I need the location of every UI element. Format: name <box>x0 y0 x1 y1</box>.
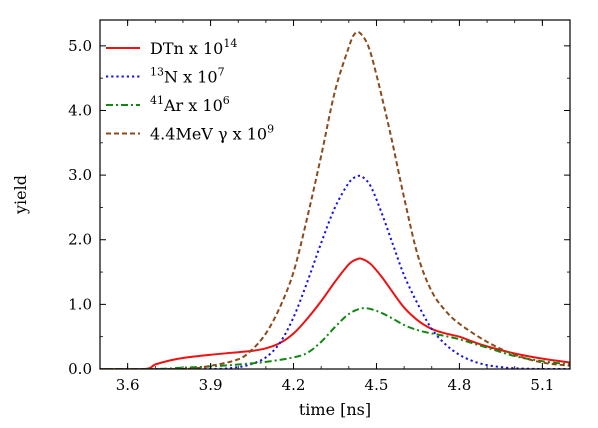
plot-frame <box>99 19 571 370</box>
x-tick-label: 4.8 <box>447 376 471 394</box>
legend-entry-1: 13N x 107 <box>150 66 225 87</box>
y-tick-label: 4.0 <box>68 101 92 119</box>
x-tick-label: 3.9 <box>199 376 223 394</box>
series-line-2 <box>100 307 570 369</box>
series-line-0 <box>100 257 570 369</box>
y-tick-label: 1.0 <box>68 295 92 313</box>
y-tick-label: 5.0 <box>68 37 92 55</box>
x-tick-label: 3.6 <box>116 376 140 394</box>
series-line-1 <box>100 174 570 369</box>
legend-entry-2: 41Ar x 106 <box>150 94 230 115</box>
legend-entry-3: 4.4MeV γ x 109 <box>150 123 274 144</box>
series-line-3 <box>100 30 570 369</box>
y-tick-label: 2.0 <box>68 231 92 249</box>
x-tick-label: 5.1 <box>530 376 554 394</box>
y-axis-label: yield <box>11 175 30 215</box>
series-layer <box>100 30 570 369</box>
legend-entry-0: DTn x 1014 <box>150 37 237 58</box>
x-tick-label: 4.2 <box>282 376 306 394</box>
y-tick-label: 3.0 <box>68 166 92 184</box>
legend: DTn x 1014 13N x 107 41Ar x 106 4.4MeV γ x … <box>106 37 274 144</box>
x-axis-label: time [ns] <box>299 400 371 419</box>
y-tick-label: 0.0 <box>68 360 92 378</box>
x-tick-label: 4.5 <box>365 376 389 394</box>
ticks-layer: 3.6 3.9 4.2 4.5 4.8 5.1 0.0 1.0 2.0 3.0 4.0 5.0 <box>68 20 571 394</box>
